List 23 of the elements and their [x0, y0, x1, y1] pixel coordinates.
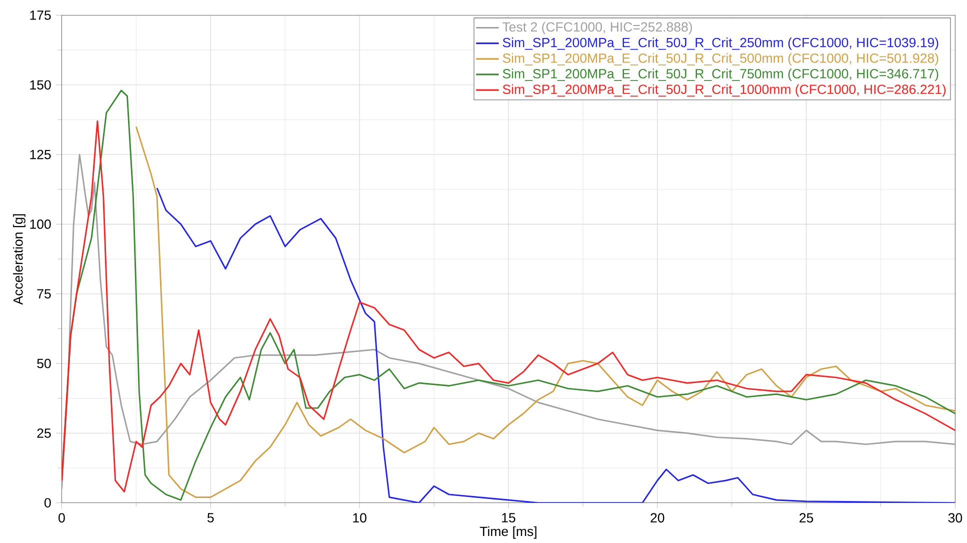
- y-tick-label: 125: [30, 150, 51, 160]
- legend-label: Sim_SP1_200MPa_E_Crit_50J_R_Crit_500mm (CFC1000, HIC=501.928): [502, 53, 938, 66]
- x-tick-label: 0: [58, 513, 65, 522]
- y-tick-label: 175: [30, 10, 51, 20]
- x-tick-label: 15: [502, 513, 516, 522]
- y-axis-title: Acceleration [g]: [13, 214, 26, 305]
- x-tick-label: 20: [650, 513, 664, 522]
- x-tick-label: 30: [948, 513, 962, 522]
- legend-label: Sim_SP1_200MPa_E_Crit_50J_R_Crit_250mm (CFC1000, HIC=1039.19): [502, 37, 938, 50]
- y-tick-label: 100: [30, 219, 51, 229]
- y-tick-label: 75: [37, 289, 51, 298]
- line-series: [156, 187, 956, 503]
- y-tick-label: 0: [44, 498, 51, 508]
- legend-label: Sim_SP1_200MPa_E_Crit_50J_R_Crit_750mm (CFC1000, HIC=346.717): [502, 68, 938, 81]
- x-tick-label: 10: [353, 513, 366, 522]
- x-tick-label: 5: [207, 513, 214, 522]
- legend-label: Test 2 (CFC1000, HIC=252.888): [502, 22, 692, 34]
- y-tick-label: 25: [37, 428, 51, 438]
- legend-label: Sim_SP1_200MPa_E_Crit_50J_R_Crit_1000mm (CFC1000, HIC=286.221): [502, 84, 946, 97]
- x-tick-label: 25: [800, 513, 814, 522]
- x-axis-title: Time [ms]: [480, 526, 536, 539]
- y-tick-label: 150: [30, 80, 51, 90]
- y-tick-label: 50: [37, 358, 51, 368]
